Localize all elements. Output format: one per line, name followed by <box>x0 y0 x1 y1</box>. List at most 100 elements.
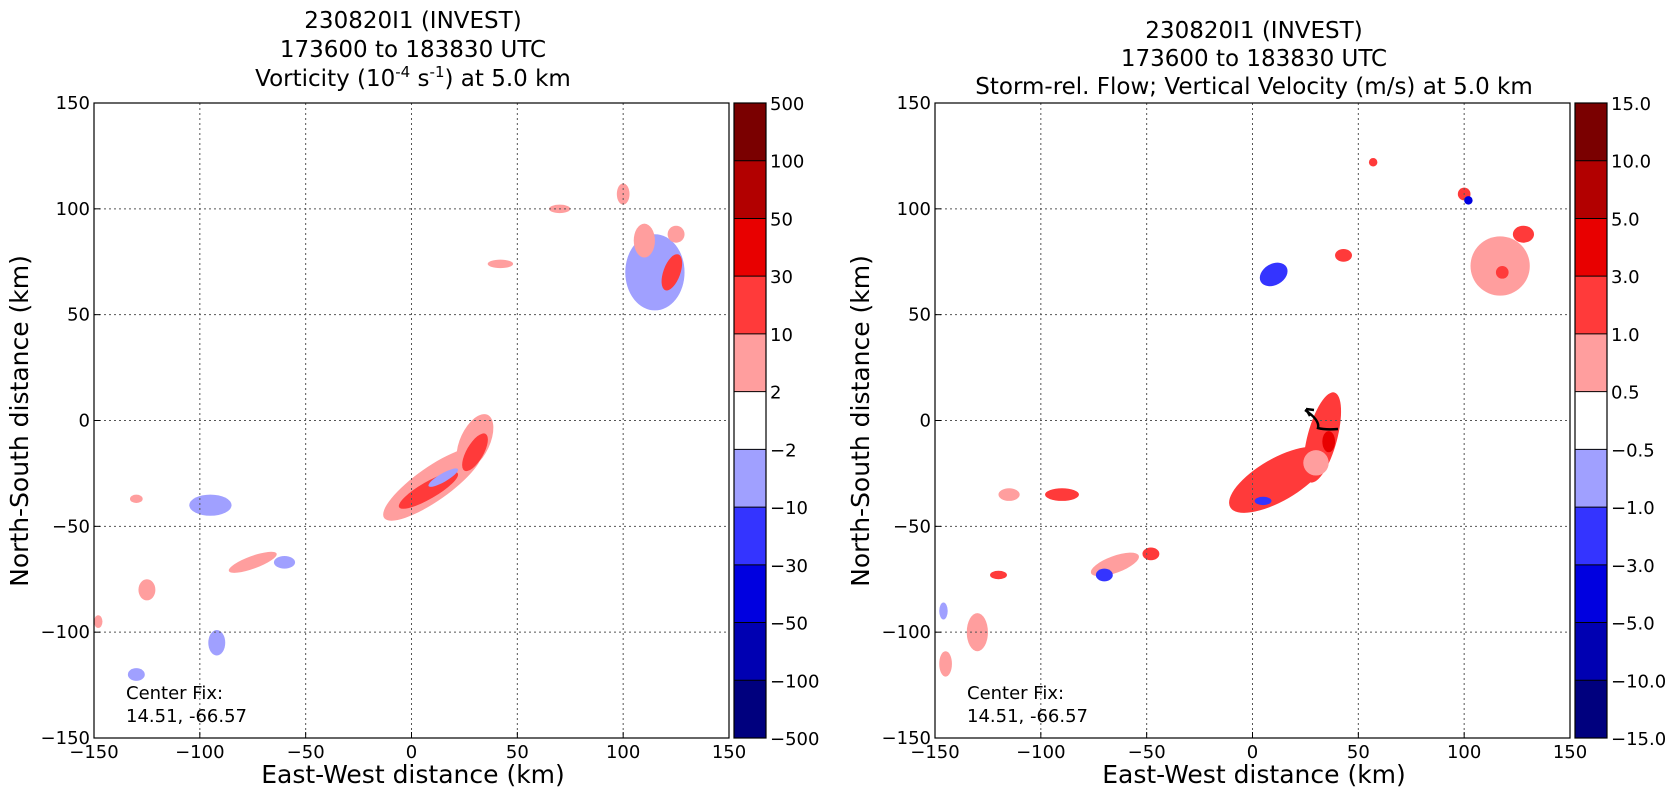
colorbar-segment <box>1575 218 1607 277</box>
contour-region-17 <box>966 613 988 652</box>
colorbar-tick-label: 100 <box>770 152 804 173</box>
colorbar-tick-label: 10.0 <box>1611 152 1651 173</box>
streamline-curve <box>1304 408 1339 431</box>
x-tick-label: −100 <box>175 742 224 763</box>
vorticity-y-axis-label: North-South distance (km) <box>5 255 34 587</box>
colorbar-segment <box>734 333 766 393</box>
x-tick-label: 100 <box>606 742 640 763</box>
vorticity-title-part: ) at 5.0 km <box>445 66 571 92</box>
colorbar-segment <box>734 622 766 681</box>
x-tick-label: −150 <box>910 742 959 763</box>
y-tick-label: −150 <box>882 728 931 749</box>
y-tick-label: 50 <box>67 305 90 326</box>
storm-relative-flow-streamline <box>1304 407 1339 431</box>
x-tick-label: 150 <box>712 742 746 763</box>
colorbar-tick-label: 30 <box>770 267 793 288</box>
y-tick-label: 100 <box>897 199 931 220</box>
velocity-title-line-2: 173600 to 183830 UTC <box>1121 46 1387 72</box>
colorbar-frame <box>733 102 767 739</box>
colorbar-tick-label: −2 <box>770 440 797 461</box>
colorbar-segment <box>1575 103 1607 162</box>
contour-region-2 <box>1303 450 1329 476</box>
x-tick-label: −50 <box>287 742 325 763</box>
velocity-plot-area: −150 −100 −50 0 50 100 150 150 100 50 0 −50 −100 −150… <box>882 93 1667 763</box>
colorbar-tick-label: 500 <box>770 94 804 115</box>
contour-region-9 <box>667 225 685 243</box>
colorbar-tick-label: 15.0 <box>1611 94 1651 115</box>
colorbar-tick-label: 5.0 <box>1611 209 1640 230</box>
x-tick-label: −50 <box>1128 742 1166 763</box>
vorticity-title-part: s <box>410 66 429 92</box>
vorticity-title-line-1: 230820I1 (INVEST) <box>304 8 521 34</box>
y-tick-label: 150 <box>56 93 90 114</box>
vorticity-title-part: Vorticity (10 <box>255 66 395 92</box>
vorticity-title-line-3: Vorticity (10-4 s-1) at 5.0 km <box>255 63 571 92</box>
colorbar-tick-label: 50 <box>770 209 793 230</box>
colorbar-segment <box>1575 507 1607 566</box>
y-tick-label: −100 <box>882 622 931 643</box>
contour-region-3 <box>1254 496 1272 506</box>
colorbar-tick-label: −0.5 <box>1611 440 1655 461</box>
contour-region-20 <box>1095 568 1113 582</box>
velocity-x-axis-label: East-West distance (km) <box>1102 760 1406 789</box>
y-tick-label: 100 <box>56 199 90 220</box>
colorbar-tick-label: −500 <box>770 729 819 750</box>
contour-region-15 <box>1142 547 1160 561</box>
y-tick-label: 0 <box>79 411 90 432</box>
vorticity-panel: 230820I1 (INVEST) 173600 to 183830 UTC V… <box>5 8 819 789</box>
colorbar-segment <box>734 449 766 508</box>
contour-region-18 <box>939 651 952 677</box>
colorbar-segment <box>734 391 766 450</box>
colorbar-tick-label: 3.0 <box>1611 267 1640 288</box>
colorbar-segment <box>734 507 766 566</box>
x-tick-label: 50 <box>506 742 529 763</box>
colorbar-tick-label: 2 <box>770 383 781 404</box>
vorticity-center-fix-label: Center Fix: <box>126 683 223 704</box>
colorbar-segment <box>734 680 766 739</box>
contour-region-12 <box>189 494 232 516</box>
colorbar-tick-label: −50 <box>770 614 808 635</box>
x-tick-label: −100 <box>1016 742 1065 763</box>
colorbar-segment <box>734 218 766 277</box>
velocity-title-line-3: Storm-rel. Flow; Vertical Velocity (m/s)… <box>975 74 1533 100</box>
vorticity-center-fix-value: 14.51, -66.57 <box>126 706 247 727</box>
x-tick-label: 50 <box>1347 742 1370 763</box>
contour-region-7 <box>633 223 655 258</box>
vorticity-plot-area: −150 −100 −50 0 50 100 150150100500−50−100−150… <box>41 93 820 763</box>
colorbar-segment <box>734 276 766 335</box>
y-tick-label: −150 <box>41 728 90 749</box>
contour-region-11 <box>487 259 514 269</box>
contour-region-0 <box>1229 446 1327 513</box>
contour-region-12 <box>1368 158 1378 167</box>
vertical-velocity-panel: 230820I1 (INVEST) 173600 to 183830 UTC S… <box>846 18 1666 789</box>
contour-region-18 <box>129 494 143 504</box>
y-tick-label: −50 <box>893 516 931 537</box>
colorbar-tick-label: 1.0 <box>1611 325 1640 346</box>
vorticity-x-axis-label: East-West distance (km) <box>261 760 565 789</box>
contour-region-15 <box>138 579 156 601</box>
contour-region-4 <box>1322 431 1336 453</box>
colorbar-tick-label: −10.0 <box>1611 671 1666 692</box>
contour-region-10 <box>1259 262 1288 287</box>
colorbar-segment <box>1575 276 1607 335</box>
colorbar-segment <box>1575 564 1607 624</box>
y-tick-label: −50 <box>52 516 90 537</box>
colorbar-tick-label: −1.0 <box>1611 498 1655 519</box>
colorbar-tick-label: −30 <box>770 556 808 577</box>
colorbar-tick-label: −5.0 <box>1611 614 1655 635</box>
vorticity-title-exponent: -1 <box>430 63 445 81</box>
velocity-title-line-1: 230820I1 (INVEST) <box>1145 18 1362 44</box>
contour-region-14 <box>273 555 296 569</box>
contour-region-7 <box>1495 265 1509 279</box>
contour-region-19 <box>939 602 948 620</box>
colorbar-segment <box>1575 622 1607 681</box>
y-tick-label: 0 <box>920 411 931 432</box>
y-tick-label: −100 <box>41 622 90 643</box>
colorbar-tick-label: 10 <box>770 325 793 346</box>
contour-region-16 <box>990 570 1007 580</box>
colorbar-tick-label: 0.5 <box>1611 383 1640 404</box>
y-tick-label: 50 <box>908 305 931 326</box>
contour-region-21 <box>998 488 1020 501</box>
contour-fills <box>94 183 685 681</box>
